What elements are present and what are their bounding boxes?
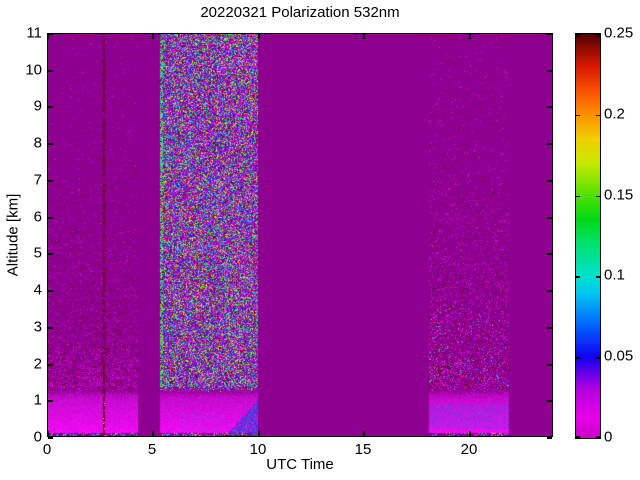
y-tick-label: 7 [33,171,42,189]
colorbar-tick-label: 0.1 [604,266,625,284]
y-tick-label: 2 [33,355,42,373]
tick-mark [258,34,260,39]
colorbar-tick-label: 0 [604,428,613,446]
tick-mark [547,253,552,255]
tick-mark [547,70,552,72]
tick-mark [48,290,53,292]
colorbar-tick-mark [596,195,600,198]
tick-mark [469,34,471,39]
tick-mark [47,34,49,39]
x-tick-label: 5 [147,441,157,458]
x-axis-label: UTC Time [266,456,334,473]
y-tick-label: 1 [33,391,42,409]
x-tick-label: 20 [460,441,478,458]
tick-mark [547,364,552,366]
tick-mark [48,143,53,145]
colorbar-tick-mark [596,114,600,117]
y-tick-label: 10 [25,61,42,79]
tick-mark [258,431,260,436]
y-axis-label: Altitude [km] [4,193,22,277]
y-tick-label: 0 [33,428,42,446]
tick-mark [152,34,154,39]
colorbar-tick-mark [596,276,600,278]
tick-mark [547,400,552,402]
tick-mark [152,431,154,436]
chart-title: 20220321 Polarization 532nm [200,4,400,21]
y-tick-label: 3 [33,318,42,336]
tick-mark [48,327,53,329]
colorbar-tick-label: 0.05 [604,347,634,365]
y-tick-label: 4 [33,281,42,299]
tick-mark [547,180,552,182]
tick-mark [48,364,53,366]
tick-mark [48,217,53,219]
colorbar-tick-label: 0.25 [604,24,634,42]
tick-mark [47,431,49,436]
plot-area [47,33,553,439]
y-tick-label: 8 [33,134,42,152]
tick-mark [48,70,53,72]
colorbar-tick-label: 0.15 [604,186,634,204]
tick-mark [48,33,53,35]
tick-mark [48,106,53,108]
y-tick-label: 9 [33,97,42,115]
y-tick-label: 5 [33,244,42,262]
tick-mark [547,217,552,219]
x-tick-label: 0 [42,441,52,458]
y-tick-label: 6 [33,208,42,226]
tick-mark [48,253,53,255]
colorbar-tick-mark [576,436,580,438]
y-tick-label: 11 [26,24,42,42]
tick-mark [48,400,53,402]
tick-mark [547,290,552,292]
heatmap-canvas [47,33,553,437]
colorbar-tick-mark [596,357,600,359]
colorbar-tick-mark [576,276,580,278]
tick-mark [547,437,552,439]
colorbar-tick-label: 0.2 [604,105,625,123]
tick-mark [547,106,552,108]
colorbar [575,33,601,439]
tick-mark [547,143,552,145]
colorbar-tick-mark [576,34,580,36]
x-tick-label: 15 [354,441,372,458]
colorbar-tick-mark [596,34,600,36]
tick-mark [363,431,365,436]
tick-mark [48,437,53,439]
tick-mark [363,34,365,39]
tick-mark [469,431,471,436]
colorbar-tick-mark [596,436,600,438]
tick-mark [547,327,552,329]
x-tick-label: 10 [249,441,267,458]
tick-mark [48,180,53,182]
colorbar-tick-mark [576,195,580,198]
colorbar-tick-mark [576,114,580,117]
colorbar-tick-mark [576,357,580,359]
tick-mark [547,33,552,35]
